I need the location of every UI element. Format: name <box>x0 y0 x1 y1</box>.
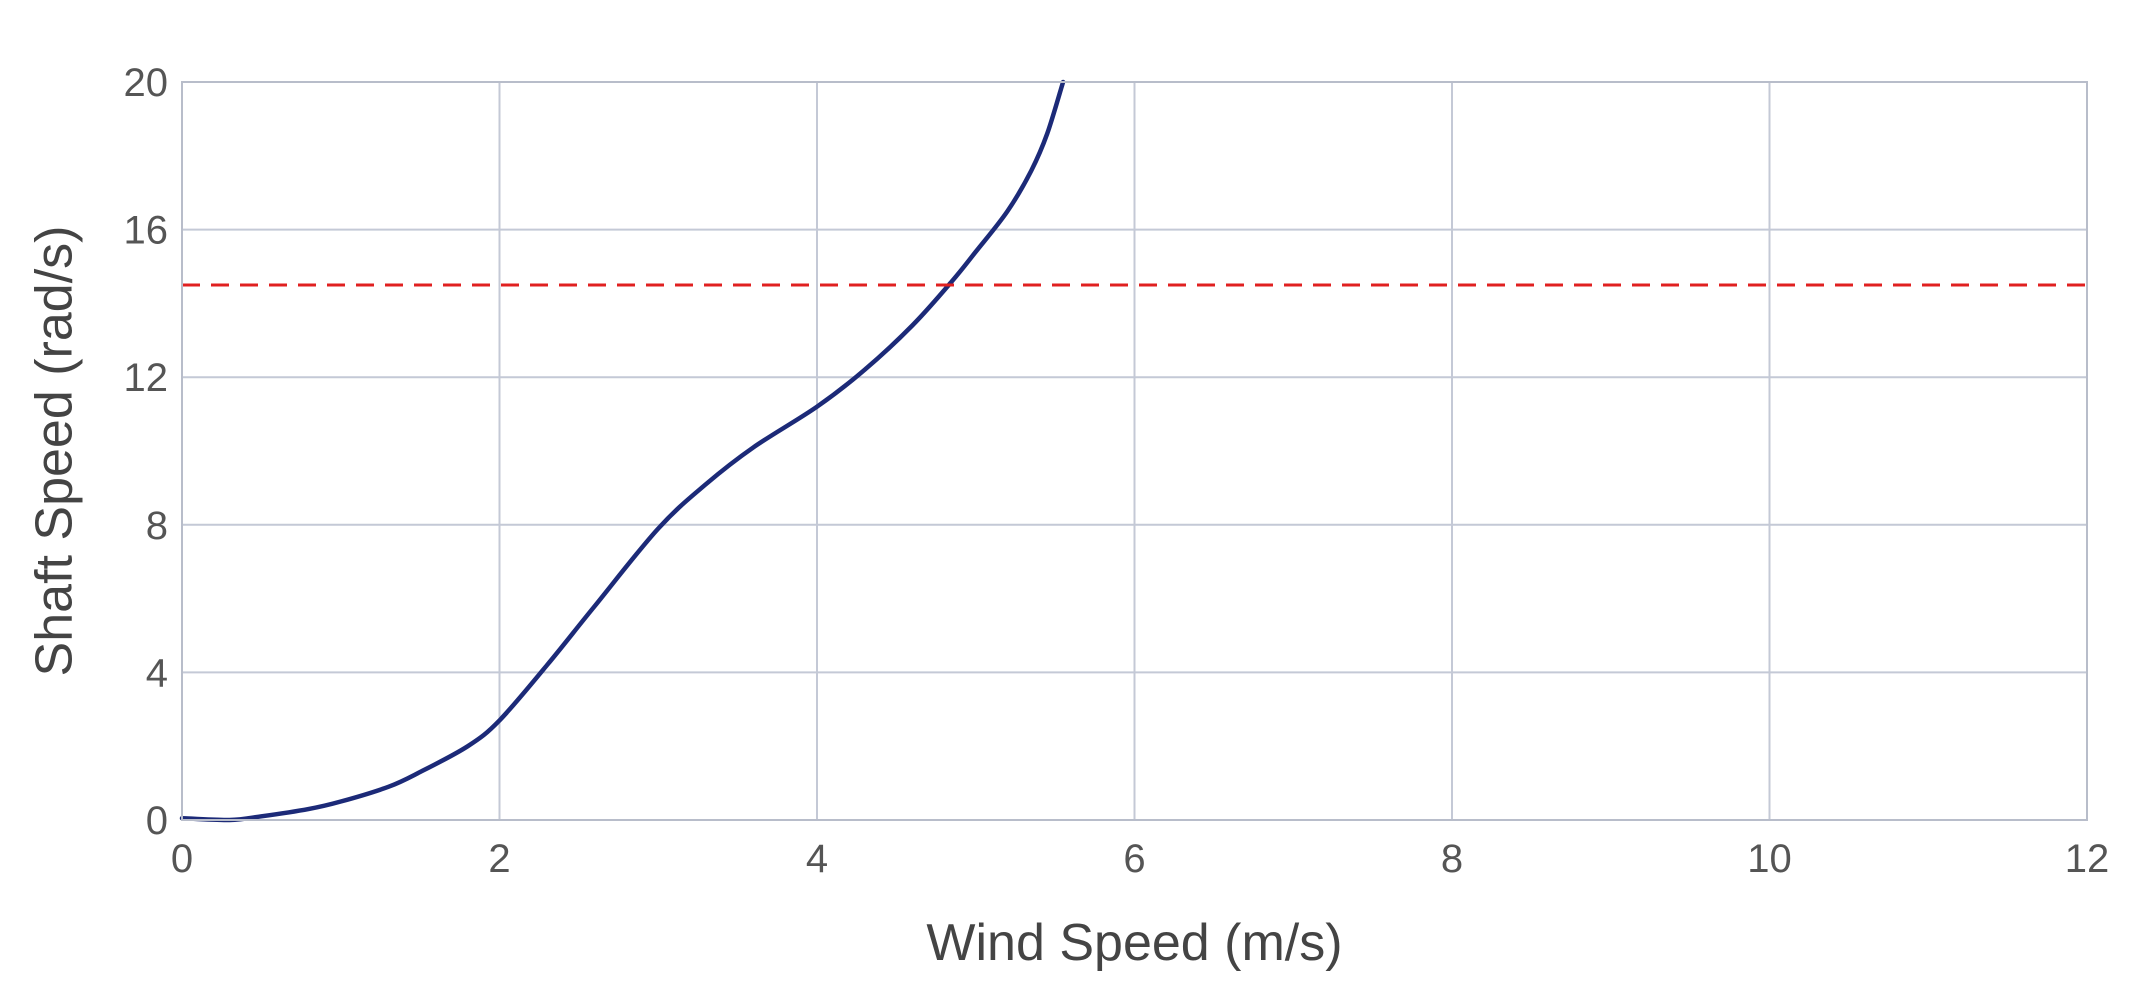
grid <box>181 81 2088 821</box>
plot-frame <box>181 81 2088 821</box>
y-tick-label-0: 0 <box>146 799 168 843</box>
y-tick-label-3: 12 <box>124 356 169 400</box>
plot-border <box>181 81 2088 821</box>
x-tick-label-2: 4 <box>806 837 828 881</box>
x-tick-label-3: 6 <box>1123 837 1145 881</box>
x-tick-label-6: 12 <box>2065 837 2110 881</box>
shaft-speed-curve <box>179 79 1066 823</box>
x-axis-title: Wind Speed (m/s) <box>926 914 1342 972</box>
series-layer <box>179 79 2087 823</box>
x-tick-label-5: 10 <box>1747 837 1792 881</box>
y-tick-label-5: 20 <box>124 61 169 105</box>
y-tick-label-4: 16 <box>124 209 169 253</box>
y-axis-title: Shaft Speed (rad/s) <box>26 226 84 677</box>
y-tick-label-2: 8 <box>146 504 168 548</box>
x-tick-label-0: 0 <box>171 837 193 881</box>
tick-labels: 0 2 4 6 8 10 12 0 4 8 12 16 20 <box>124 61 2110 881</box>
x-tick-label-4: 8 <box>1441 837 1463 881</box>
y-tick-label-1: 4 <box>146 651 168 695</box>
x-tick-label-1: 2 <box>488 837 510 881</box>
